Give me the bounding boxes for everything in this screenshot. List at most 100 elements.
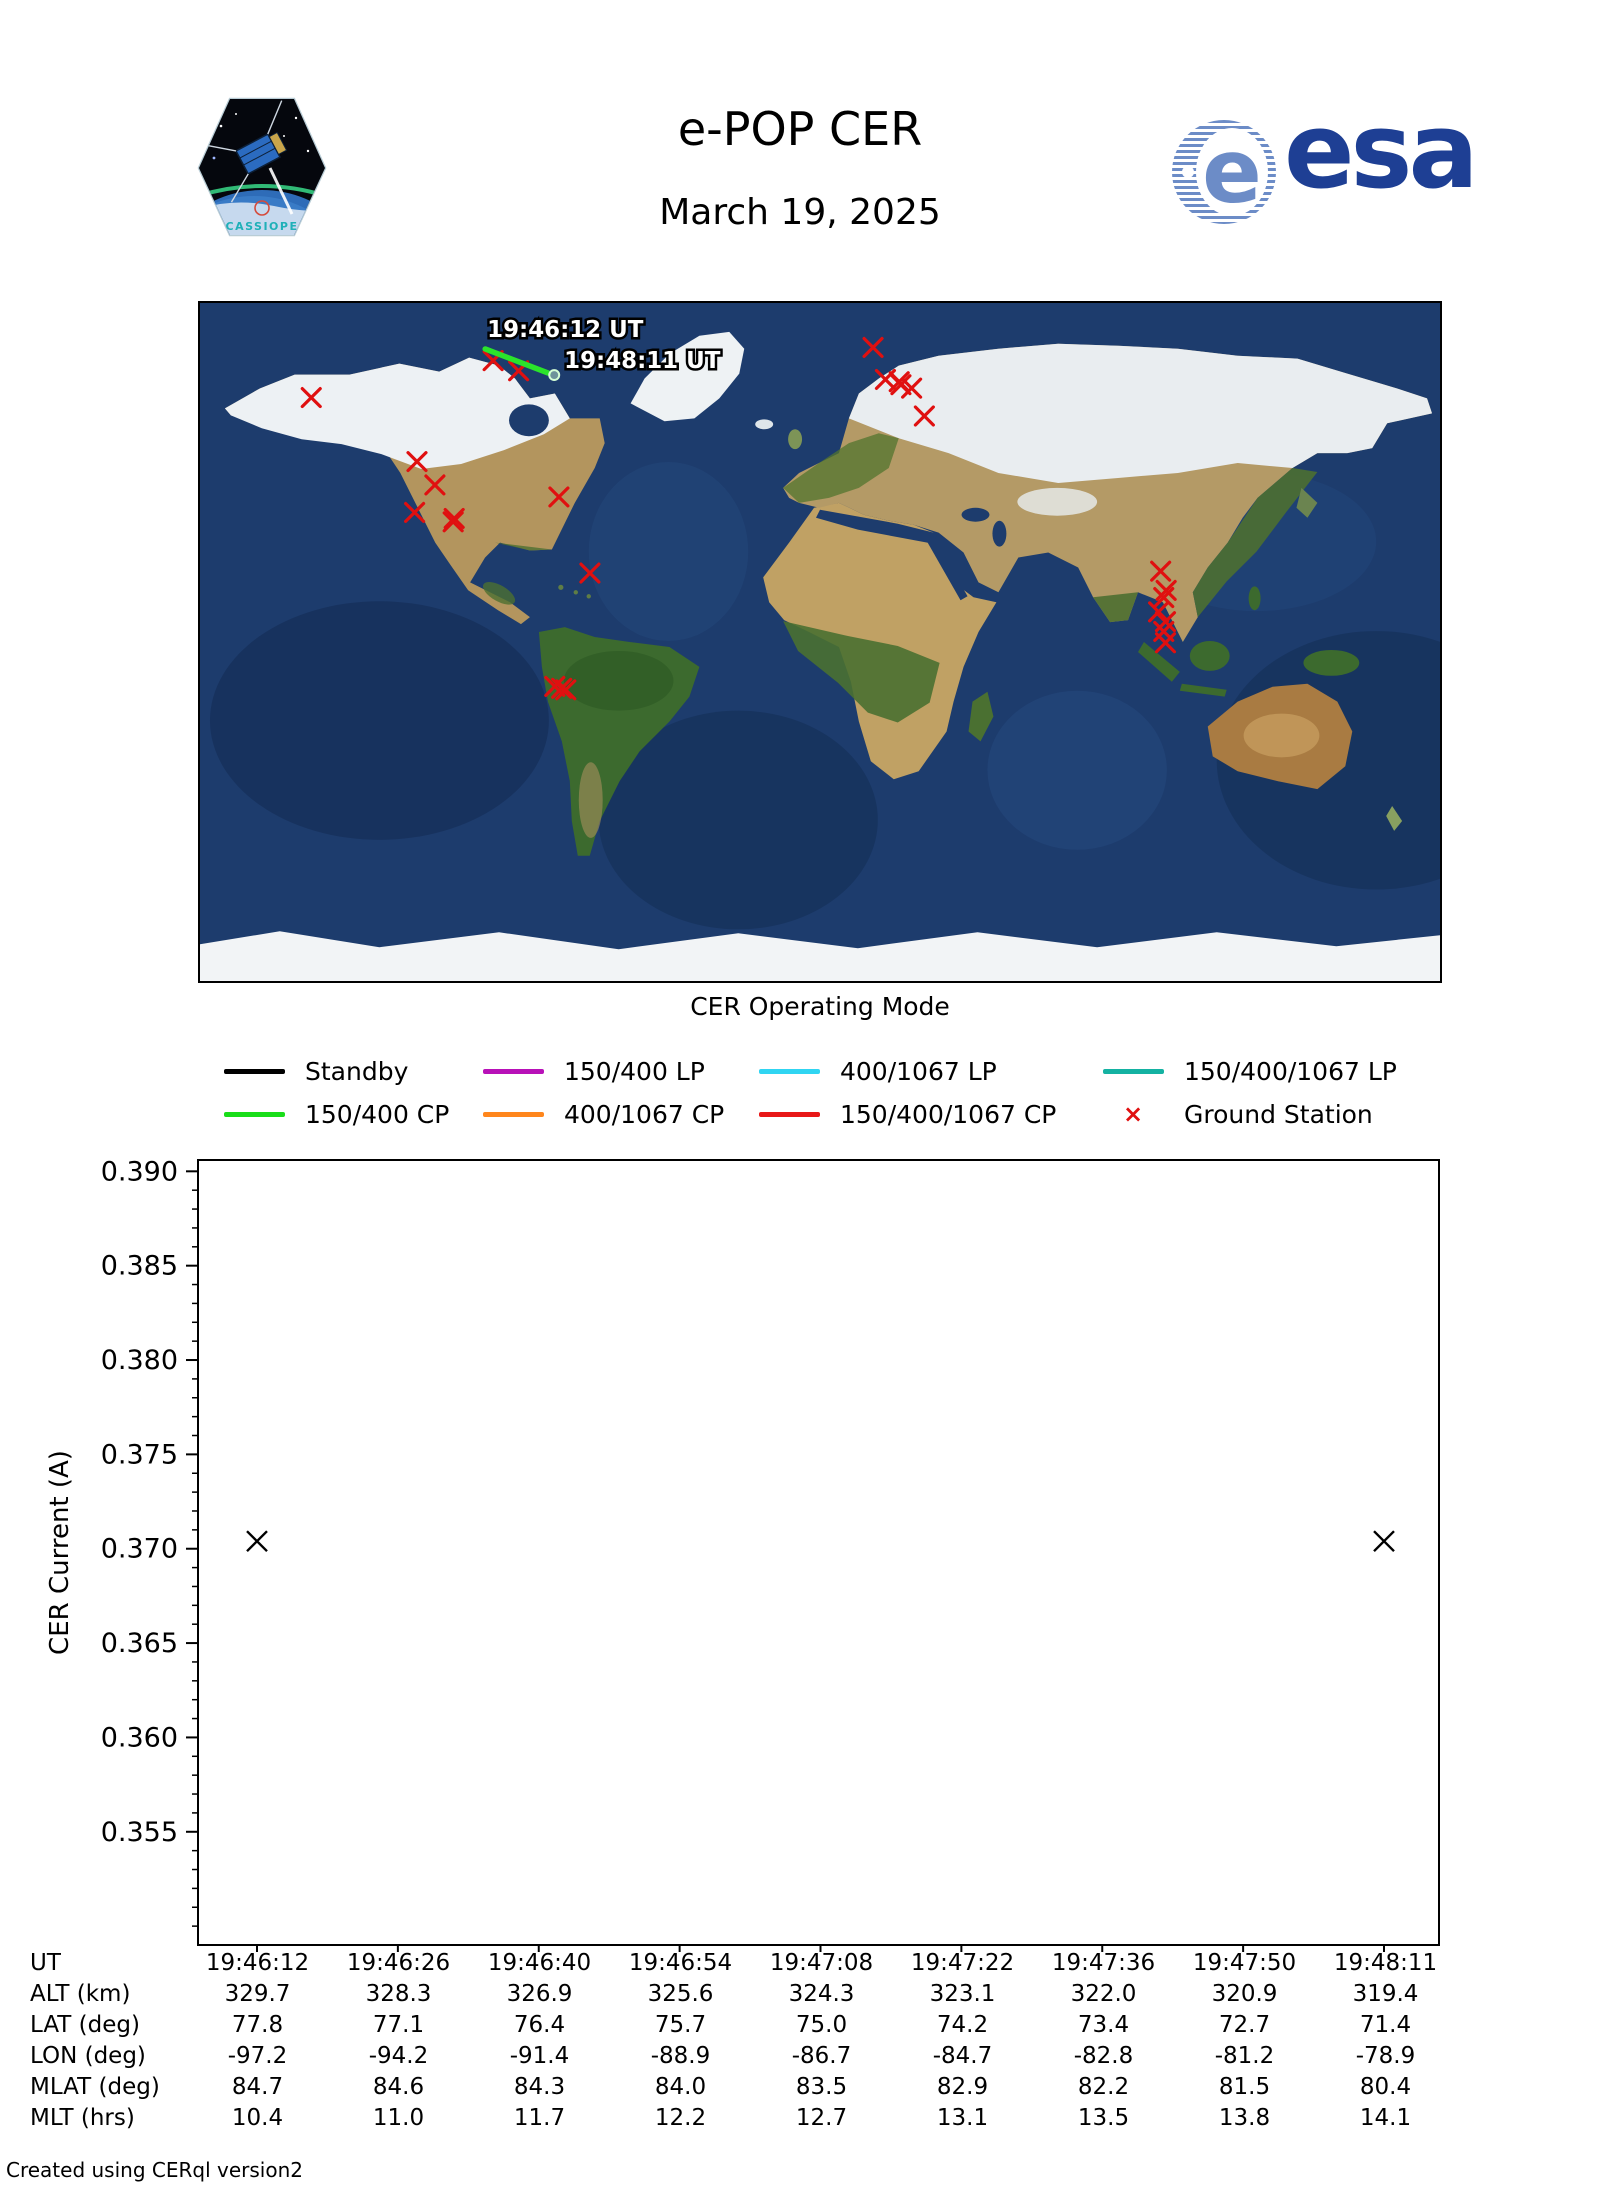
ground-station-marker [1155, 579, 1177, 601]
table-cell: 75.0 [795, 2012, 848, 2038]
table-cell: 319.4 [1352, 1981, 1419, 2007]
ground-station-marker [1150, 560, 1172, 582]
table-cell: -78.9 [1355, 2043, 1416, 2069]
legend-swatch-150-400-1067-lp [1103, 1069, 1164, 1074]
track-start-label: 19:46:12 UT [487, 317, 644, 343]
table-cell: 12.7 [795, 2105, 848, 2131]
table-cell: 83.5 [795, 2074, 848, 2100]
table-cell: 77.8 [231, 2012, 284, 2038]
table-cell: 74.2 [936, 2012, 989, 2038]
legend-item-label: Standby [305, 1057, 409, 1086]
legend-item-label: 150/400/1067 LP [1184, 1057, 1397, 1086]
table-cell: 11.0 [372, 2105, 425, 2131]
chart-data-marker [246, 1530, 268, 1553]
table-row-lon: LON (deg) -97.2 -94.2 -91.4 -88.9 -86.7 -84.7 -… [0, 2042, 1600, 2071]
ground-station-marker [579, 562, 601, 584]
track-end-label: 19:48:11 UT [564, 348, 721, 374]
map-overlay: 19:46:12 UT 19:48:11 UT [300, 315, 1177, 701]
table-row-label: ALT (km) [30, 1981, 131, 2007]
table-cell: 324.3 [788, 1981, 855, 2007]
table-cell: 84.0 [654, 2074, 707, 2100]
table-cell: 82.2 [1077, 2074, 1130, 2100]
table-row-mlat: MLAT (deg) 84.7 84.6 84.3 84.0 83.5 82.9 82.2 81… [0, 2073, 1600, 2102]
table-cell: 81.5 [1218, 2074, 1271, 2100]
table-cell: -88.9 [650, 2043, 711, 2069]
table-cell: -94.2 [368, 2043, 429, 2069]
table-cell: 19:46:54 [628, 1950, 733, 1976]
y-tick-label: 0.380 [101, 1345, 178, 1376]
track-end-marker [548, 369, 561, 382]
legend-swatch-400-1067-cp [483, 1112, 544, 1117]
table-cell: 19:48:11 [1333, 1950, 1438, 1976]
ground-station-marker [1153, 587, 1175, 609]
table-cell: -81.2 [1214, 2043, 1275, 2069]
table-cell: 320.9 [1211, 1981, 1278, 2007]
table-cell: -86.7 [791, 2043, 852, 2069]
esa-wordmark: esa [1284, 90, 1479, 212]
ground-station-marker [544, 675, 566, 697]
table-cell: -82.8 [1073, 2043, 1134, 2069]
legend-item-label: 150/400/1067 CP [840, 1100, 1057, 1129]
british-isles [788, 429, 803, 450]
legend-swatch-standby [224, 1069, 285, 1074]
chart-data-marker [1373, 1530, 1395, 1553]
table-cell: 14.1 [1359, 2105, 1412, 2131]
esa-e-glyph: e [1196, 128, 1268, 216]
table-cell: 11.7 [513, 2105, 566, 2131]
table-row-label: MLT (hrs) [30, 2105, 135, 2131]
footer-credit: Created using CERql version2 [6, 2158, 303, 2182]
japan [1296, 487, 1318, 518]
table-cell: 73.4 [1077, 2012, 1130, 2038]
table-cell: 84.3 [513, 2074, 566, 2100]
table-row-mlt: MLT (hrs) 10.4 11.0 11.7 12.2 12.7 13.1 13.5 13.… [0, 2104, 1600, 2133]
ground-station-marker [913, 405, 935, 427]
esa-dot-icon [1182, 166, 1194, 178]
table-cell: 322.0 [1070, 1981, 1137, 2007]
table-cell: 19:47:36 [1051, 1950, 1156, 1976]
legend-item-label: 150/400 LP [564, 1057, 705, 1086]
cassiope-mission-patch: CASSIOPE [196, 96, 328, 238]
y-tick-label: 0.375 [101, 1439, 178, 1470]
table-cell: 19:46:12 [205, 1950, 310, 1976]
table-cell: 71.4 [1359, 2012, 1412, 2038]
y-tick-label: 0.355 [101, 1817, 178, 1848]
table-cell: 328.3 [365, 1981, 432, 2007]
table-cell: 19:46:40 [487, 1950, 592, 1976]
legend: Standby 150/400 LP 400/1067 LP 150/400/1067… [0, 1040, 1600, 1150]
ground-station-marker [406, 451, 428, 473]
table-cell: 19:46:26 [346, 1950, 451, 1976]
new-zealand [1386, 806, 1403, 831]
table-cell: 77.1 [372, 2012, 425, 2038]
table-cell: 19:47:08 [769, 1950, 874, 1976]
map-caption: CER Operating Mode [690, 992, 950, 1021]
page-date: March 19, 2025 [659, 192, 941, 233]
y-axis-label: CER Current (A) [45, 1450, 75, 1655]
table-cell: 72.7 [1218, 2012, 1271, 2038]
table-cell: 13.1 [936, 2105, 989, 2131]
y-tick-label: 0.365 [101, 1628, 178, 1659]
table-cell: 80.4 [1359, 2074, 1412, 2100]
table-cell: 76.4 [513, 2012, 566, 2038]
table-row-alt: ALT (km) 329.7 328.3 326.9 325.6 324.3 323.1 32… [0, 1980, 1600, 2009]
satellite-track [482, 346, 551, 376]
cassiope-patch-label: CASSIOPE [226, 220, 299, 233]
table-row-label: UT [30, 1950, 61, 1976]
table-cell: 19:47:50 [1192, 1950, 1297, 1976]
legend-swatch-400-1067-lp [759, 1069, 820, 1074]
table-cell: 84.7 [231, 2074, 284, 2100]
page-title: e-POP CER [677, 102, 923, 156]
table-row-ut: UT 19:46:12 19:46:26 19:46:40 19:46:54 19:47:… [0, 1949, 1600, 1978]
ground-station-marker [424, 474, 446, 496]
table-cell: -91.4 [509, 2043, 570, 2069]
esa-swirl-icon: e [1172, 120, 1276, 224]
ground-station-marker [404, 501, 426, 523]
table-row-label: MLAT (deg) [30, 2074, 160, 2100]
table-cell: 75.7 [654, 2012, 707, 2038]
antarctica [200, 931, 1440, 981]
ground-station-marker [551, 677, 573, 699]
ground-station-marker [300, 387, 322, 409]
data-table: UT 19:46:12 19:46:26 19:46:40 19:46:54 19:47:… [0, 1948, 1600, 2148]
ground-station-marker [901, 377, 923, 399]
ground-station-marker [862, 336, 884, 358]
table-cell: 12.2 [654, 2105, 707, 2131]
